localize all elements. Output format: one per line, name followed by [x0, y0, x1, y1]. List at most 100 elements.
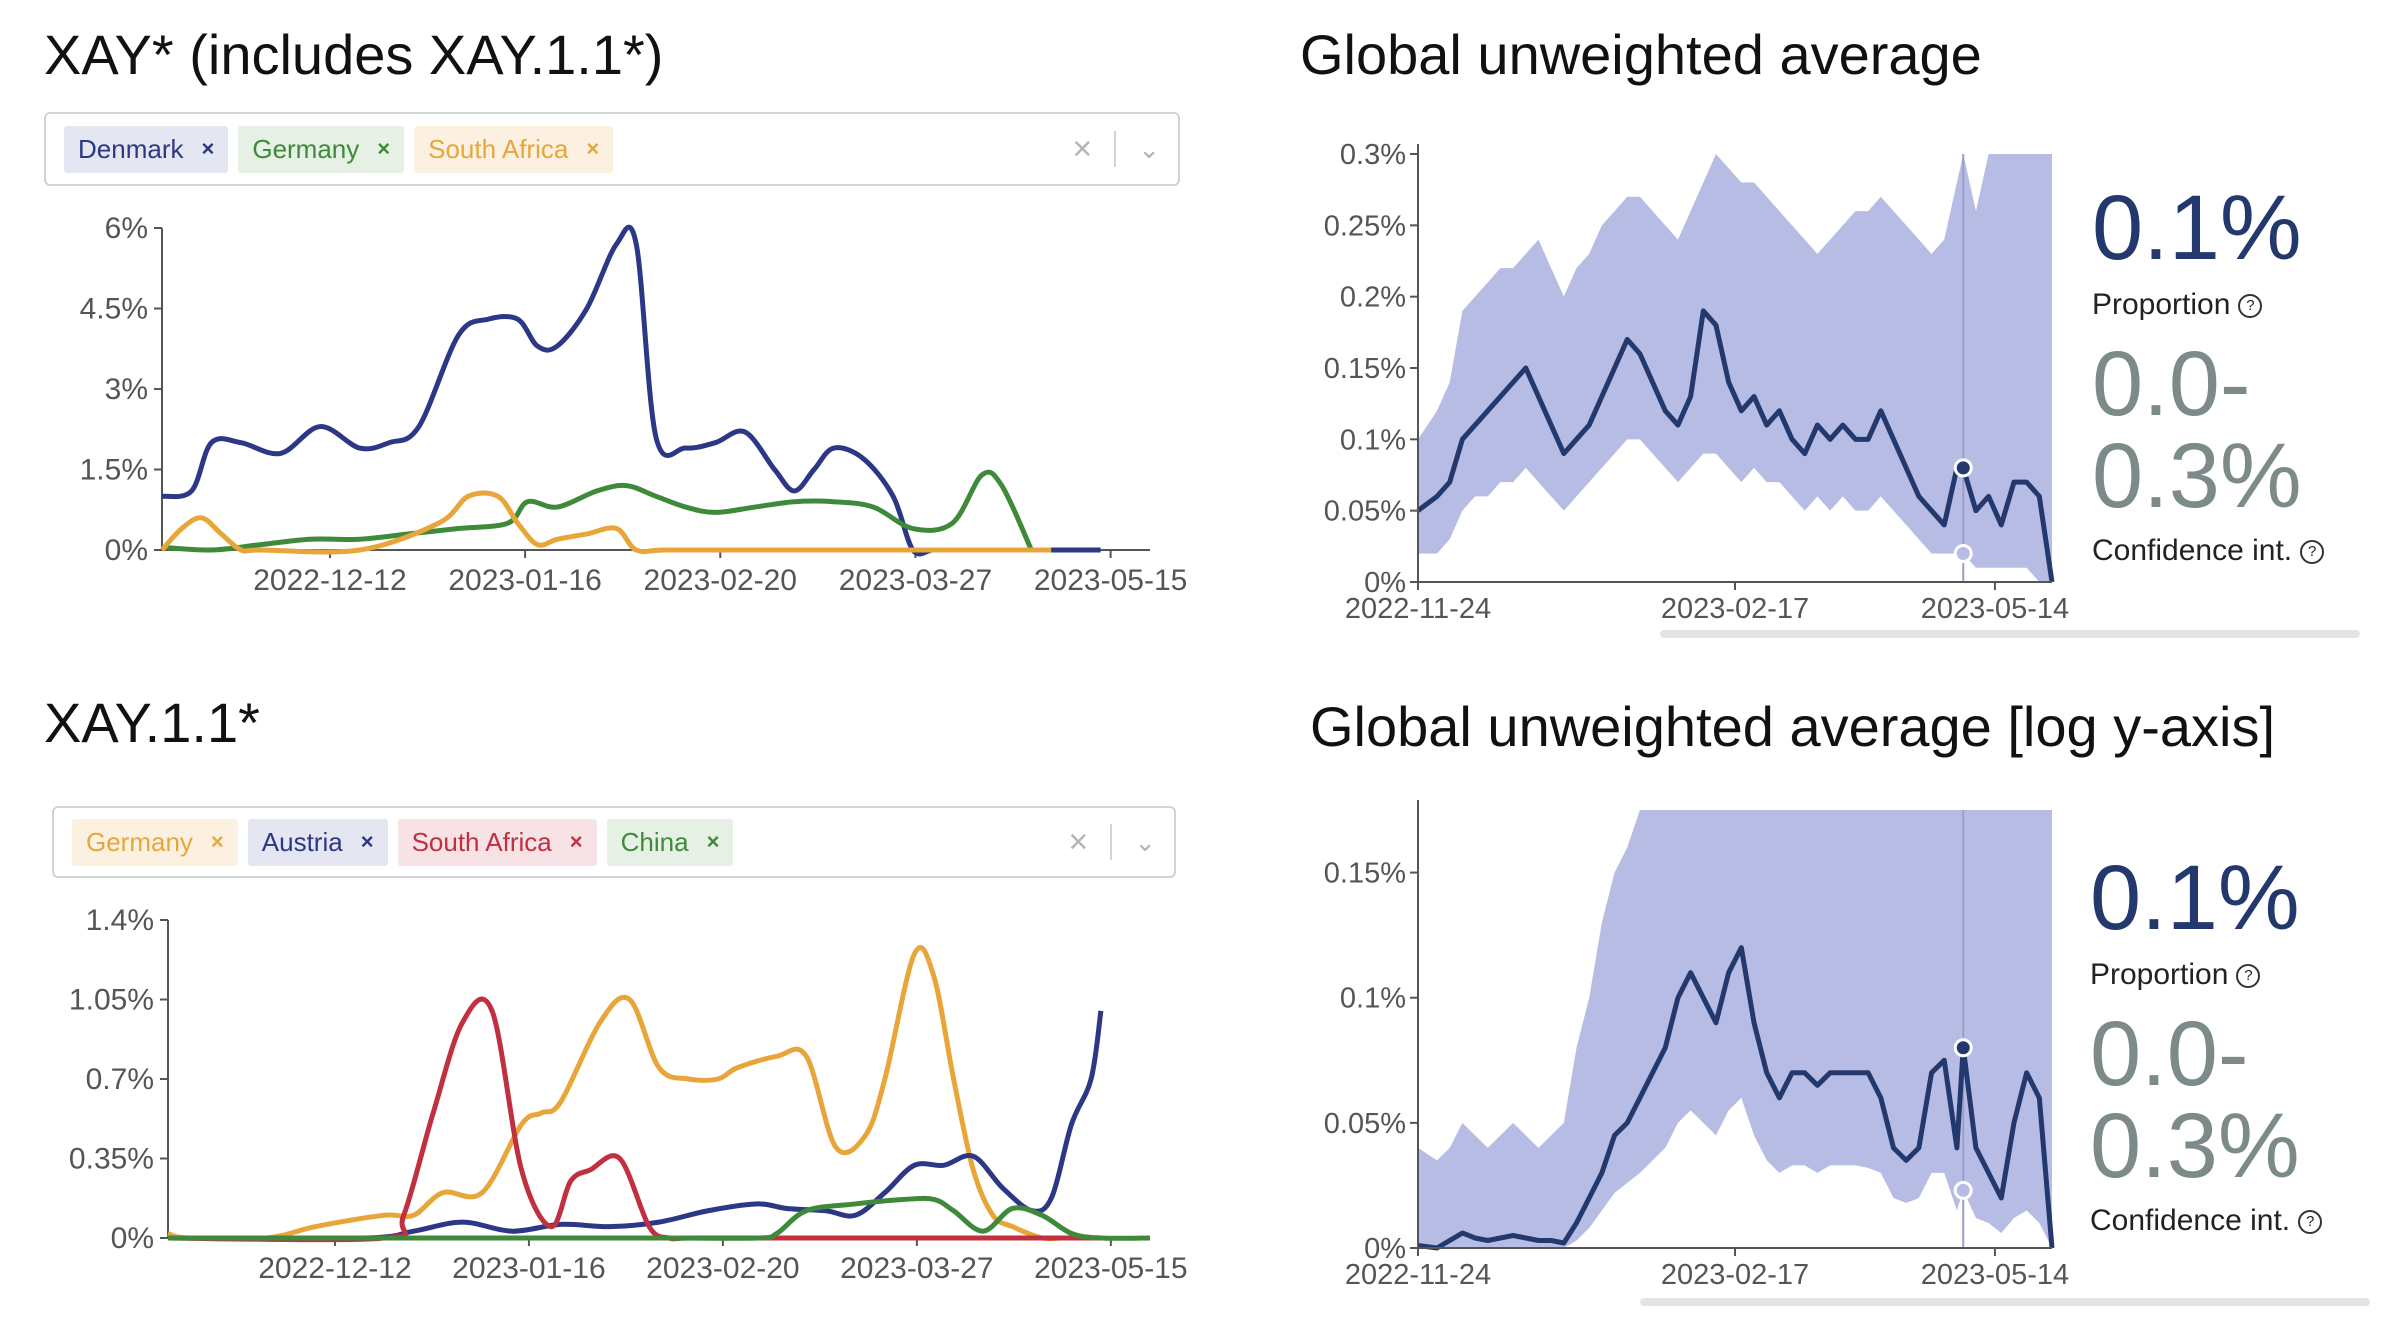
country-select-top[interactable]: Denmark × Germany × South Africa × × ⌄ — [44, 112, 1180, 186]
chip-label: South Africa — [428, 133, 569, 164]
x-tick-label: 2023-05-15 — [1034, 564, 1187, 597]
confidence-stat-bottom: 0.0- 0.3% Confidence int.? — [2090, 1003, 2323, 1238]
y-tick-label: 0% — [111, 1222, 154, 1255]
chip-south-africa: South Africa × — [414, 125, 614, 173]
y-tick-label: 0% — [105, 534, 148, 567]
confidence-band — [1418, 154, 2052, 582]
series-line-china — [168, 1195, 1151, 1241]
clear-all-icon[interactable]: × — [1072, 129, 1093, 168]
y-tick-label: 1.05% — [69, 984, 154, 1017]
panel-title-bottom-left: XAY.1.1* — [44, 691, 260, 754]
value-marker — [1953, 1038, 1973, 1058]
chart-scrollbar[interactable] — [1640, 1298, 2370, 1306]
area-chart-bottom-right: 0% 0.05% 0.1% 0.15% 2022-11-24 2023-02-17 2023… — [1324, 800, 2069, 1291]
chip-label: Germany — [252, 133, 360, 164]
confidence-value-line1: 0.0- — [2090, 1003, 2249, 1105]
area-chart-top-right: 0% 0.05% 0.1% 0.15% 0.2% 0.25% 0.3% 2022-11-24 2… — [1324, 139, 2069, 625]
x-tick-label: 2023-02-17 — [1661, 593, 1809, 625]
y-tick-label: 6% — [105, 212, 148, 245]
x-tick-label: 2022-11-24 — [1345, 593, 1491, 625]
chip-remove-icon[interactable]: × — [201, 136, 215, 161]
x-tick-label: 2023-05-14 — [1921, 1259, 2069, 1291]
y-tick-label: 1.5% — [80, 454, 148, 487]
confidence-value-line2: 0.3% — [2092, 425, 2302, 527]
y-tick-label: 0.35% — [69, 1143, 154, 1176]
proportion-value: 0.1% — [2090, 847, 2300, 949]
lower-marker — [1953, 543, 1973, 563]
y-tick-label: 0.05% — [1324, 496, 1406, 528]
chip-label: South Africa — [411, 826, 552, 857]
y-tick-label: 1.4% — [86, 904, 154, 937]
series-line-germany — [161, 469, 1034, 553]
y-tick-label: 4.5% — [80, 293, 148, 326]
y-tick-label: 0.7% — [86, 1063, 154, 1096]
confidence-value-line1: 0.0- — [2092, 333, 2251, 435]
lower-marker — [1953, 1180, 1973, 1200]
y-tick-label: 0.1% — [1340, 983, 1406, 1015]
line-chart-top-left: 0% 1.5% 3% 4.5% 6% 2022-12-12 2023-01-16 2023-0… — [80, 212, 1188, 597]
help-icon[interactable]: ? — [2300, 540, 2325, 565]
y-tick-label: 0.15% — [1324, 858, 1406, 890]
y-tick-label: 0.3% — [1340, 139, 1406, 171]
chip-list: Germany × Austria × South Africa × China × — [72, 818, 1068, 866]
chevron-down-icon[interactable]: ⌄ — [1138, 133, 1160, 164]
chevron-down-icon[interactable]: ⌄ — [1134, 826, 1156, 857]
x-tick-label: 2023-01-16 — [448, 564, 601, 597]
chip-label: Denmark — [78, 133, 184, 164]
x-tick-label: 2023-02-20 — [644, 564, 797, 597]
clear-all-icon[interactable]: × — [1068, 822, 1089, 861]
help-icon[interactable]: ? — [2238, 294, 2263, 319]
x-tick-label: 2023-05-15 — [1034, 1252, 1187, 1285]
proportion-label: Proportion — [2090, 958, 2229, 991]
chip-remove-icon[interactable]: × — [210, 829, 224, 854]
x-tick-label: 2022-12-12 — [258, 1252, 411, 1285]
x-tick-label: 2023-02-20 — [646, 1252, 799, 1285]
value-marker — [1953, 458, 1973, 478]
y-tick-label: 0.2% — [1340, 282, 1406, 314]
x-tick-label: 2023-03-27 — [839, 564, 992, 597]
chip-germany: Germany × — [238, 125, 405, 173]
y-tick-label: 0% — [1364, 1233, 1406, 1265]
chip-remove-icon[interactable]: × — [360, 829, 374, 854]
series-line-denmark — [161, 224, 1101, 557]
panel-title-bottom-right: Global unweighted average [log y-axis] — [1310, 695, 2276, 758]
y-tick-label: 0.05% — [1324, 1108, 1406, 1140]
proportion-line — [1417, 945, 2055, 1251]
chip-list: Denmark × Germany × South Africa × — [64, 125, 1072, 173]
confidence-stat-top: 0.0- 0.3% Confidence int.? — [2092, 333, 2325, 568]
chip-remove-icon[interactable]: × — [586, 136, 600, 161]
chip-remove-icon[interactable]: × — [706, 829, 720, 854]
chart-scrollbar[interactable] — [1660, 630, 2360, 638]
y-tick-label: 0.25% — [1324, 210, 1406, 242]
proportion-stat-top: 0.1% Proportion? — [2092, 182, 2302, 322]
proportion-line — [1416, 308, 2055, 583]
help-icon[interactable]: ? — [2298, 1210, 2323, 1235]
proportion-stat-bottom: 0.1% Proportion? — [2090, 852, 2300, 992]
series-line-south-africa — [167, 996, 1101, 1243]
x-tick-label: 2022-11-24 — [1345, 1259, 1491, 1291]
chip-label: Germany — [86, 826, 193, 857]
chip-austria: Austria × — [247, 818, 388, 866]
x-tick-label: 2023-02-17 — [1661, 1259, 1809, 1291]
chip-remove-icon[interactable]: × — [377, 136, 391, 161]
help-icon[interactable]: ? — [2236, 964, 2261, 989]
y-tick-label: 0.15% — [1324, 353, 1406, 385]
x-tick-label: 2023-05-14 — [1921, 593, 2069, 625]
panel-title-top-left: XAY* (includes XAY.1.1*) — [44, 23, 664, 86]
chip-remove-icon[interactable]: × — [569, 829, 583, 854]
chip-south-africa: South Africa × — [397, 818, 597, 866]
y-tick-label: 0.1% — [1340, 424, 1406, 456]
confidence-label: Confidence int. — [2092, 534, 2293, 567]
y-tick-label: 0% — [1364, 567, 1406, 599]
select-separator — [1114, 131, 1117, 167]
confidence-band — [1418, 810, 2052, 1248]
confidence-label: Confidence int. — [2090, 1204, 2291, 1237]
proportion-value: 0.1% — [2092, 177, 2302, 279]
country-select-bottom[interactable]: Germany × Austria × South Africa × China × × ⌄ — [52, 806, 1176, 878]
chip-germany: Germany × — [72, 818, 238, 866]
x-tick-label: 2023-03-27 — [840, 1252, 993, 1285]
x-tick-label: 2022-12-12 — [253, 564, 406, 597]
series-line-germany — [167, 945, 1101, 1242]
line-chart-bottom-left: 0% 0.35% 0.7% 1.05% 1.4% 2022-12-12 2023-01-16… — [69, 904, 1188, 1285]
series-line-south-africa — [160, 490, 1052, 555]
